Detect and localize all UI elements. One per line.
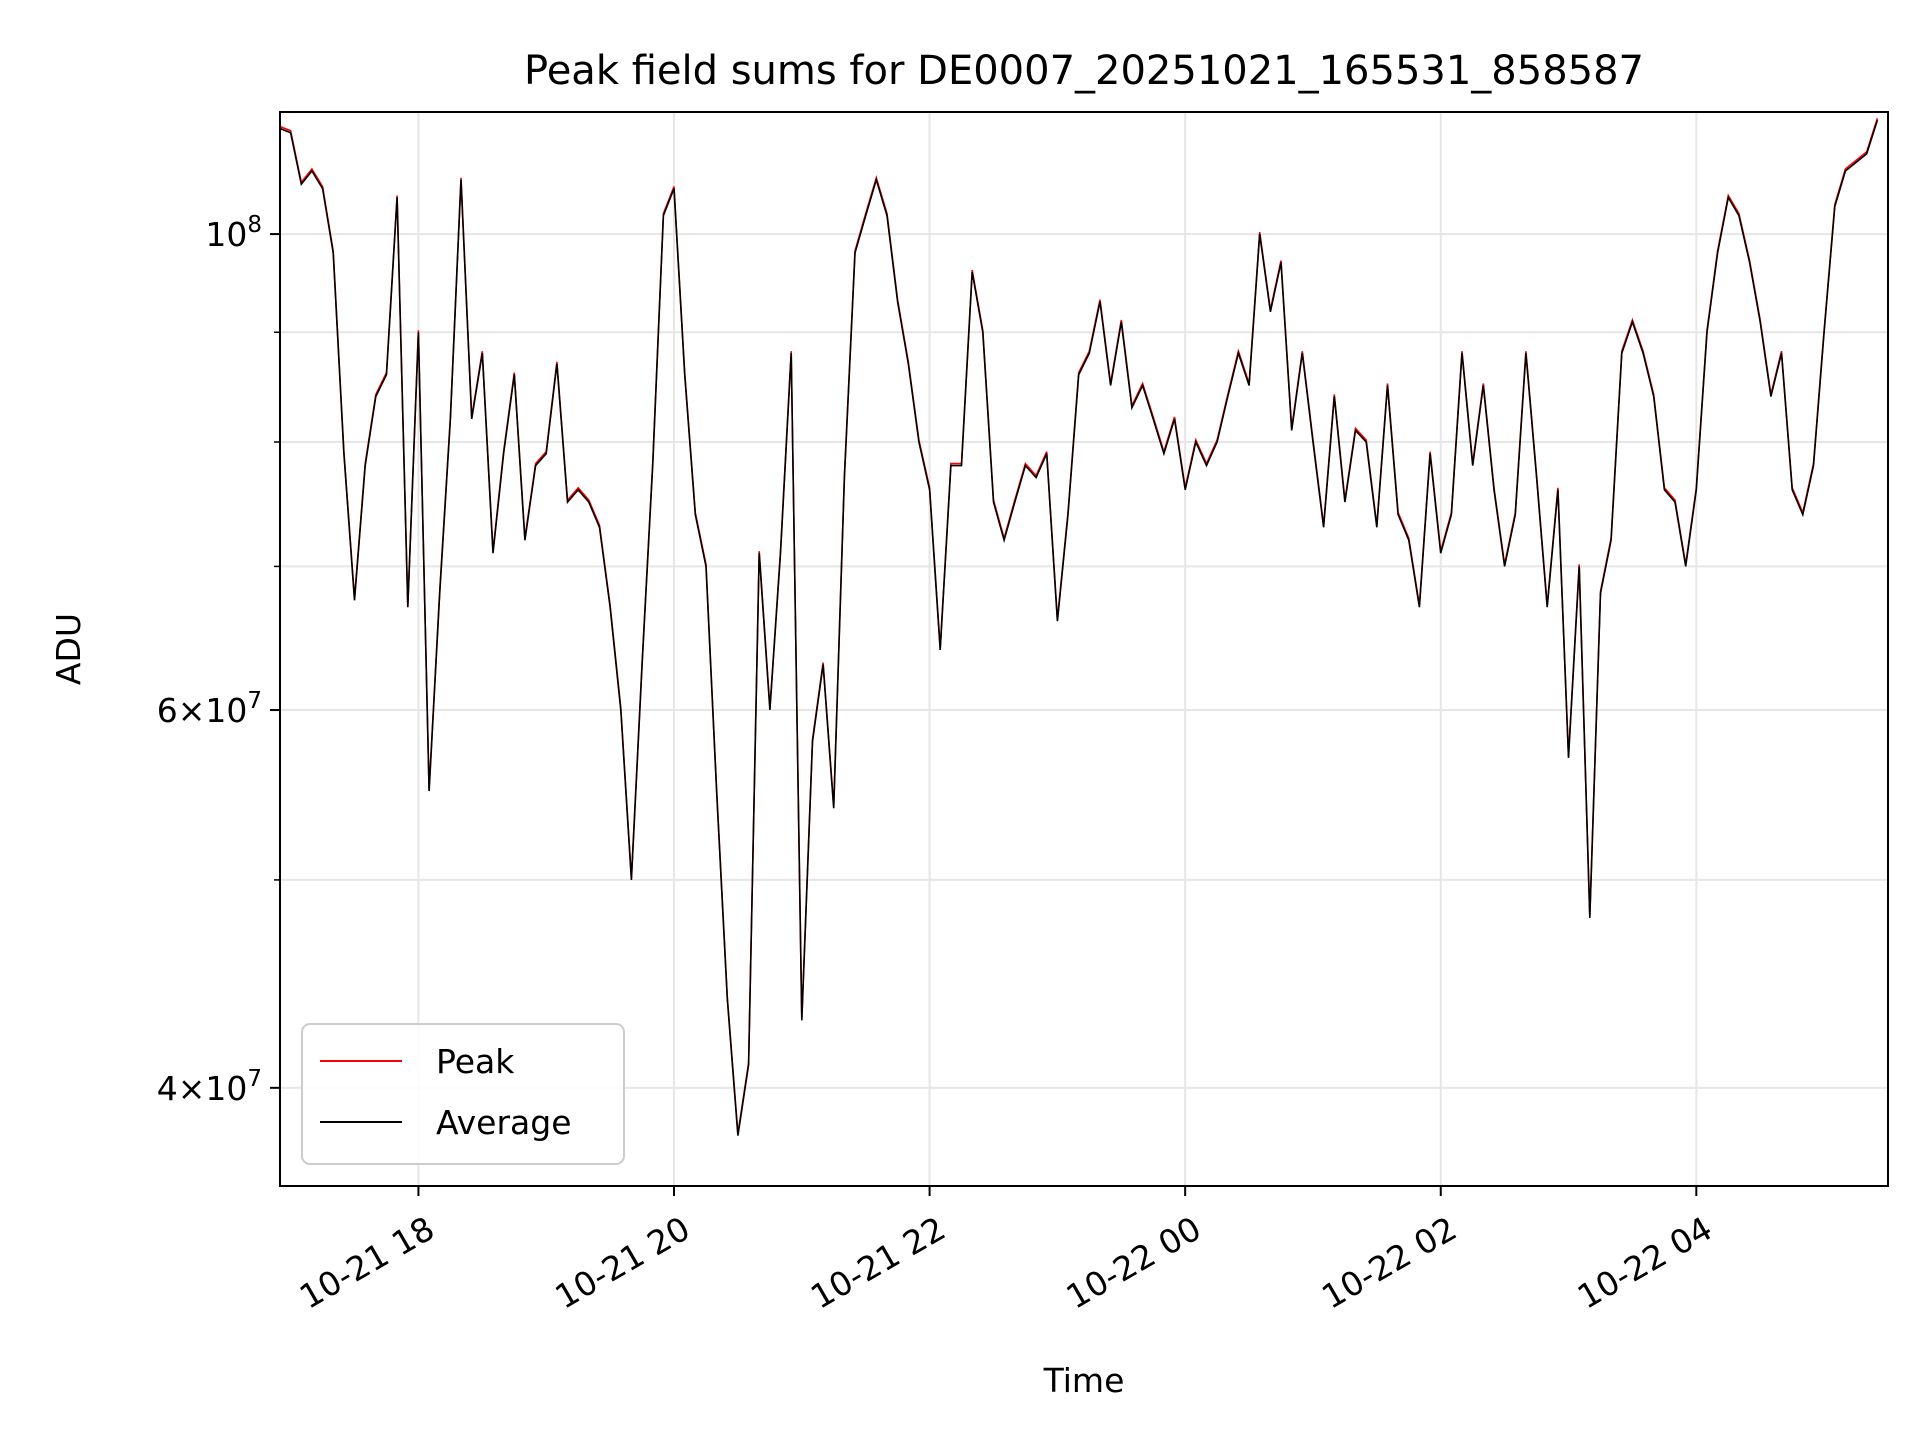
series-layer bbox=[280, 117, 1879, 1136]
legend: Peak Average bbox=[301, 1023, 625, 1165]
plot-frame bbox=[279, 111, 1889, 1187]
chart-title: Peak field sums for DE0007_20251021_1655… bbox=[524, 48, 1644, 94]
legend-peak-label: Peak bbox=[436, 1042, 515, 1081]
y-tick-label: 108 bbox=[205, 212, 262, 254]
y-axis-label: ADU bbox=[49, 613, 88, 685]
legend-average-label: Average bbox=[436, 1103, 572, 1142]
series-average-line bbox=[280, 119, 1879, 1136]
legend-box bbox=[301, 1023, 625, 1165]
x-axis-label: Time bbox=[1043, 1361, 1125, 1400]
y-tick-label: 4×107 bbox=[157, 1066, 262, 1108]
y-tick-label: 6×107 bbox=[157, 688, 262, 730]
y-axis: 4×107 6×107 108 bbox=[157, 212, 280, 1108]
